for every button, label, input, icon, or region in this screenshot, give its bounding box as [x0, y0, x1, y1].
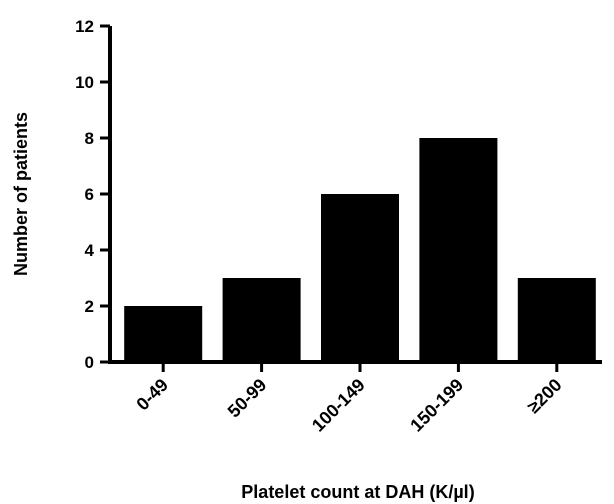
x-axis-title: Platelet count at DAH (K/µl): [241, 482, 474, 502]
y-tick-label: 12: [75, 17, 94, 36]
y-tick-label: 4: [85, 241, 95, 260]
bar: [124, 306, 203, 362]
x-tick-label: 0-49: [132, 375, 172, 415]
y-axis: 0 2 4 6 8 10 12: [75, 17, 112, 372]
x-tick-label: 100-149: [308, 375, 369, 436]
y-tick-label: 10: [75, 73, 94, 92]
y-tick-label: 8: [85, 129, 94, 148]
x-axis: 0-49 50-99 100-149 150-199 ≥200: [108, 360, 602, 436]
bar: [222, 278, 301, 362]
x-tick-label: ≥200: [523, 375, 565, 417]
x-tick-label: 50-99: [224, 375, 271, 422]
bar: [321, 194, 399, 362]
y-tick-label: 0: [85, 353, 94, 372]
x-tick-label: 150-199: [406, 375, 467, 436]
y-tick-label: 2: [85, 297, 94, 316]
bar: [517, 278, 596, 362]
bars: [124, 138, 596, 362]
bar: [419, 138, 498, 362]
y-axis-title: Number of patients: [11, 112, 31, 276]
y-tick-label: 6: [85, 185, 94, 204]
